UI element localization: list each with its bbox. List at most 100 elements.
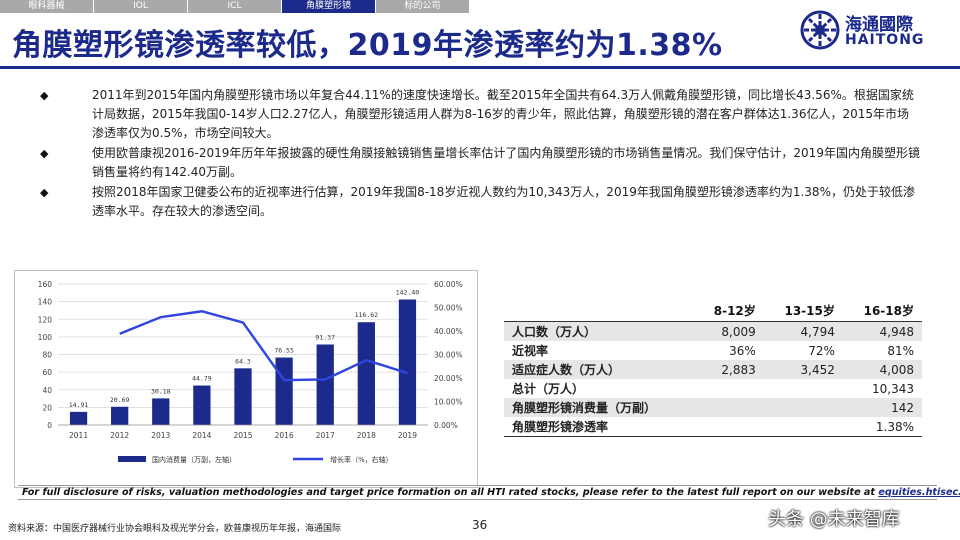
legend-bar-swatch xyxy=(118,456,146,462)
logo-text-cn: 海通國際 xyxy=(845,15,913,35)
tab-iol[interactable]: IOL xyxy=(94,0,188,13)
table-cell: 72% xyxy=(808,343,835,358)
bar-data-label: 30.18 xyxy=(151,387,171,395)
table-cell: 2,883 xyxy=(694,360,764,379)
watermark: 头条 @未来智库 xyxy=(768,509,900,530)
y-left-tick-label: 20 xyxy=(42,403,52,412)
y-right-tick-label: 20.00% xyxy=(434,374,463,383)
bullet-item: ◆ 使用欧普康视2016-2019年历年年报披露的硬性角膜接触镜销售量增长率估计… xyxy=(40,144,920,182)
y-right-tick-label: 0.00% xyxy=(434,421,458,430)
table-cell: 142 xyxy=(842,398,922,417)
table-cell xyxy=(764,379,843,398)
table-header: 8-12岁 xyxy=(694,300,764,322)
bar xyxy=(275,357,293,425)
bar-data-label: 44.79 xyxy=(192,375,212,383)
table-cell xyxy=(695,379,764,398)
disclosure-text: For full disclosure of risks, valuation … xyxy=(22,487,879,498)
table-cell: 4,948 xyxy=(842,321,922,341)
bar-data-label: 14.91 xyxy=(69,401,89,409)
y-left-tick-label: 40 xyxy=(42,386,52,395)
bar xyxy=(357,322,375,425)
table-cell: 81% xyxy=(887,343,914,358)
table-row: 适应症人数（万人） 2,883 3,452 4,008 xyxy=(504,360,922,379)
table-cell xyxy=(763,417,843,437)
consumption-growth-chart: 0 20 40 60 80 100 120 140 160 0.00% 10.00% 20.00% 30… xyxy=(38,280,463,464)
bullet-text: 使用欧普康视2016-2019年历年年报披露的硬性角膜接触镜销售量增长率估计了国… xyxy=(92,146,920,179)
diamond-bullet-icon: ◆ xyxy=(40,186,49,199)
row-label: 角膜塑形镜消费量（万副） xyxy=(504,398,695,417)
x-tick-label: 2015 xyxy=(233,431,252,440)
table-header-row: 8-12岁 13-15岁 16-18岁 xyxy=(504,300,922,322)
section-tabs: 眼科器械 IOL ICL 角膜塑形镜 标的公司 xyxy=(0,0,470,13)
y-left-tick-label: 140 xyxy=(38,298,53,307)
table-row: 近视率 36% 72% 81% xyxy=(504,341,922,360)
growth-rate-line xyxy=(119,310,408,382)
page-number: 36 xyxy=(472,518,488,532)
haitong-emblem-icon xyxy=(800,10,840,50)
x-tick-label: 2011 xyxy=(69,431,88,440)
y-left-tick-label: 80 xyxy=(42,351,52,360)
bar-data-label: 20.69 xyxy=(110,396,130,404)
table-row: 人口数（万人） 8,009 4,794 4,948 xyxy=(504,321,922,341)
title-divider xyxy=(0,66,960,69)
bar xyxy=(398,299,417,425)
x-tick-label: 2019 xyxy=(398,431,417,440)
logo-text-en: HAITONG xyxy=(845,32,925,48)
penetration-table: 8-12岁 13-15岁 16-18岁 人口数（万人） 8,009 4,794 … xyxy=(504,300,922,437)
row-label: 总计（万人） xyxy=(512,382,585,396)
row-label: 适应症人数（万人） xyxy=(504,360,695,379)
table-header: 13-15岁 xyxy=(763,300,843,322)
bar xyxy=(69,411,88,425)
diamond-bullet-icon: ◆ xyxy=(40,89,49,102)
bullet-list: ◆ 2011年到2015年国内角膜塑形镜市场以年复合44.11%的速度快速增长。… xyxy=(40,86,920,222)
bar xyxy=(152,398,170,425)
bar-data-label: 142.40 xyxy=(396,289,420,297)
table-cell: 36% xyxy=(729,343,756,358)
table-cell xyxy=(694,398,764,417)
y-left-tick-label: 60 xyxy=(42,368,52,377)
risk-disclosure: For full disclosure of risks, valuation … xyxy=(18,485,960,500)
y-right-tick-label: 40.00% xyxy=(434,327,463,336)
bullet-text: 2011年到2015年国内角膜塑形镜市场以年复合44.11%的速度快速增长。截至… xyxy=(92,88,914,140)
y-right-tick-label: 30.00% xyxy=(434,351,463,360)
tab-ortho-k[interactable]: 角膜塑形镜 xyxy=(282,0,376,13)
bar-data-label: 116.62 xyxy=(355,311,379,319)
y-right-tick-label: 50.00% xyxy=(434,304,463,313)
x-tick-label: 2012 xyxy=(110,431,129,440)
bar xyxy=(234,368,252,425)
tab-icl[interactable]: ICL xyxy=(188,0,282,13)
chart-frame xyxy=(14,270,478,488)
table-row: 总计（万人） 10,343 xyxy=(504,379,922,398)
table-cell: 1.38% xyxy=(842,417,922,437)
website-link[interactable]: equities.htisec.com xyxy=(878,487,960,498)
source-note: 资料来源：中国医疗器械行业协会眼科及视光学分会，欧普康视历年年报，海通国际 xyxy=(8,524,342,534)
diamond-bullet-icon: ◆ xyxy=(40,147,49,160)
x-tick-label: 2018 xyxy=(357,431,376,440)
table-cell: 10,343 xyxy=(872,381,914,396)
table-cell: 4,008 xyxy=(842,360,922,379)
y-right-tick-label: 10.00% xyxy=(434,398,463,407)
table-row: 角膜塑形镜渗透率 1.38% xyxy=(504,417,922,437)
bar xyxy=(193,385,211,425)
tab-ophthalmic-devices[interactable]: 眼科器械 xyxy=(0,0,94,13)
bar xyxy=(316,344,334,425)
x-tick-label: 2016 xyxy=(275,431,294,440)
table-cell: 8,009 xyxy=(694,321,764,341)
bar-data-label: 91.37 xyxy=(315,333,335,341)
bullet-item: ◆ 2011年到2015年国内角膜塑形镜市场以年复合44.11%的速度快速增长。… xyxy=(40,86,920,143)
row-label: 角膜塑形镜渗透率 xyxy=(504,417,695,437)
bar xyxy=(111,406,129,425)
bullet-item: ◆ 按照2018年国家卫健委公布的近视率进行估算，2019年我国8-18岁近视人… xyxy=(40,183,920,221)
page-title: 角膜塑形镜渗透率较低，2019年渗透率约为1.38% xyxy=(12,28,723,63)
table-cell: 3,452 xyxy=(763,360,843,379)
y-left-tick-label: 100 xyxy=(38,333,53,342)
row-label: 近视率 xyxy=(512,344,549,358)
legend-bar-label: 国内消费量（万副，左轴） xyxy=(152,455,236,464)
haitong-logo: 海通國際 HAITONG xyxy=(800,6,950,56)
bar-data-label: 76.55 xyxy=(274,347,294,355)
table-cell: 4,794 xyxy=(763,321,843,341)
tab-target-companies[interactable]: 标的公司 xyxy=(376,0,470,13)
row-label: 人口数（万人） xyxy=(504,321,695,341)
x-tick-label: 2014 xyxy=(192,431,211,440)
bullet-text: 按照2018年国家卫健委公布的近视率进行估算，2019年我国8-18岁近视人数约… xyxy=(92,185,915,218)
